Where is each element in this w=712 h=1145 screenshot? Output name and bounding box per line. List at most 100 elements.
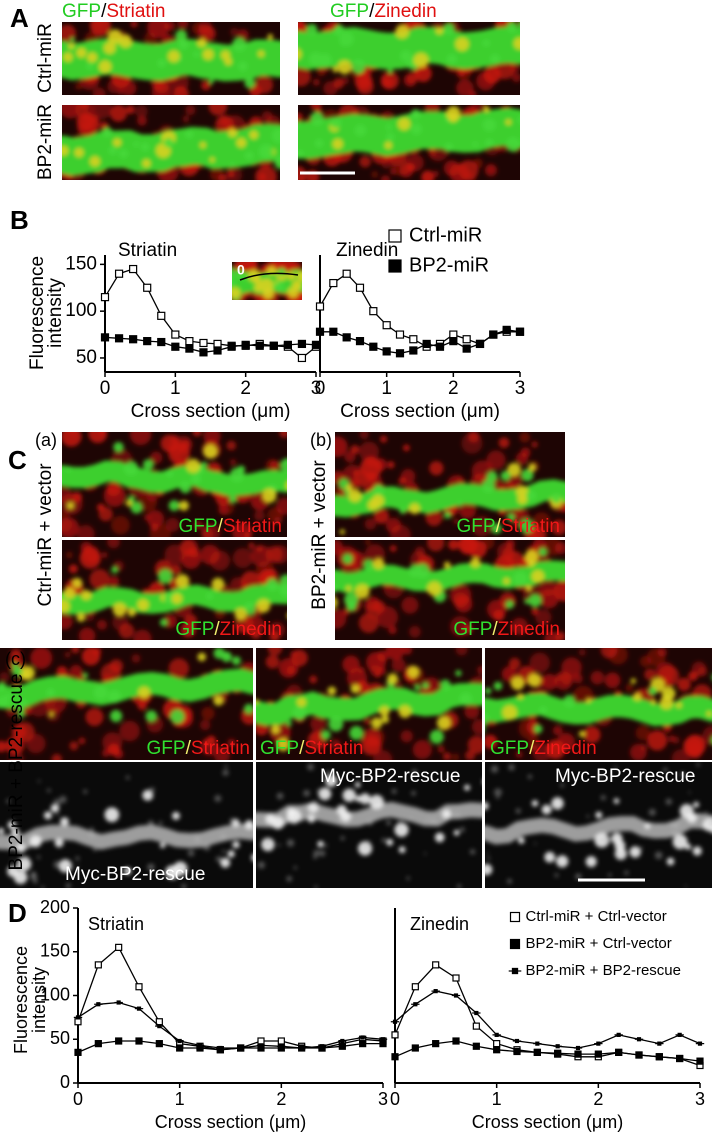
spine	[435, 26, 444, 35]
subpanel-label: (c)	[5, 649, 26, 669]
spine	[339, 529, 345, 535]
marker	[171, 342, 180, 351]
spine	[453, 829, 460, 836]
texture-dot	[316, 788, 322, 794]
spine	[459, 692, 473, 706]
texture-dot	[532, 512, 551, 531]
image-label: GFP/Striatin	[260, 738, 363, 759]
label-part: GFP	[453, 619, 492, 640]
marker	[472, 1042, 480, 1050]
texture-dot	[389, 545, 397, 552]
texture-dot	[374, 458, 387, 471]
texture-dot	[485, 163, 497, 175]
micrograph	[298, 105, 520, 180]
spine	[11, 828, 20, 837]
spine	[168, 500, 180, 511]
x-axis-label: Cross section (μm)	[131, 401, 291, 422]
texture-dot	[539, 589, 559, 609]
image-label: GFP/Striatin	[179, 516, 282, 537]
spine	[441, 809, 452, 819]
texture-dot	[187, 849, 195, 857]
spine	[354, 584, 370, 599]
spine	[296, 270, 302, 282]
micrograph	[335, 432, 565, 537]
texture-dot	[515, 808, 521, 814]
texture-dot	[696, 762, 700, 767]
texture-dot	[89, 569, 110, 590]
texture-dot	[402, 648, 413, 655]
spine	[118, 148, 129, 159]
marker	[655, 1053, 663, 1061]
label-part: /	[299, 738, 305, 759]
texture-dot	[665, 798, 673, 805]
x-tick-label: 1	[175, 1089, 185, 1109]
spine	[20, 665, 35, 681]
texture-dot	[182, 115, 190, 123]
texture	[62, 22, 280, 95]
texture-dot	[471, 719, 482, 735]
texture-dot	[173, 453, 181, 461]
texture-dot	[62, 510, 70, 520]
marker	[553, 1044, 562, 1049]
spine	[335, 597, 338, 609]
spine	[89, 156, 101, 167]
texture-dot	[644, 668, 657, 681]
dendrite	[0, 668, 253, 710]
texture-dot	[213, 747, 231, 760]
texture-dot	[551, 856, 556, 862]
spine	[395, 24, 409, 39]
spine	[227, 850, 235, 858]
spine	[93, 685, 108, 700]
texture-dot	[469, 848, 476, 855]
texture-dot	[62, 105, 82, 119]
texture-dot	[254, 510, 265, 522]
spine	[236, 137, 247, 148]
panel-letter: C	[8, 445, 27, 475]
micrograph	[256, 762, 482, 888]
spine	[12, 665, 23, 677]
micrograph	[485, 648, 712, 760]
spine	[76, 612, 86, 622]
spine	[614, 847, 627, 860]
texture-dot	[366, 819, 374, 826]
marker	[329, 278, 338, 288]
spine	[317, 840, 324, 848]
marker	[213, 346, 222, 355]
texture-dot	[442, 752, 452, 760]
row-label: BP2-miR + vector	[309, 460, 330, 610]
spine	[179, 481, 192, 494]
row-label: Ctrl-miR	[35, 23, 56, 93]
spine	[513, 571, 528, 587]
spine	[595, 811, 603, 819]
inset-line	[239, 272, 299, 281]
spine	[386, 132, 395, 142]
spine	[413, 52, 429, 68]
spine	[531, 570, 545, 583]
spine	[60, 817, 69, 827]
texture-dot	[37, 779, 41, 783]
series-line	[77, 1001, 384, 1049]
spine	[521, 468, 534, 482]
series-line	[320, 329, 521, 354]
texture	[485, 762, 712, 888]
marker	[134, 1006, 144, 1011]
spine	[175, 574, 190, 588]
texture-dot	[508, 764, 515, 771]
texture-dot	[425, 509, 443, 526]
texture-dot	[30, 648, 53, 669]
spine	[533, 724, 543, 734]
texture-dot	[598, 774, 603, 779]
spine	[551, 797, 564, 810]
label-part: GFP	[457, 516, 496, 537]
spine	[17, 710, 25, 718]
label-part: /	[492, 619, 498, 640]
texture-dot	[432, 170, 439, 178]
legend-label: BP2-miR + Ctrl-vector	[526, 935, 672, 952]
spine	[63, 52, 73, 62]
spine	[140, 142, 150, 152]
texture-dot	[129, 432, 152, 446]
texture-dot	[486, 450, 506, 470]
spine	[518, 22, 520, 29]
legend-label: Ctrl-miR + Ctrl-vector	[526, 908, 667, 925]
marker	[277, 1044, 286, 1049]
